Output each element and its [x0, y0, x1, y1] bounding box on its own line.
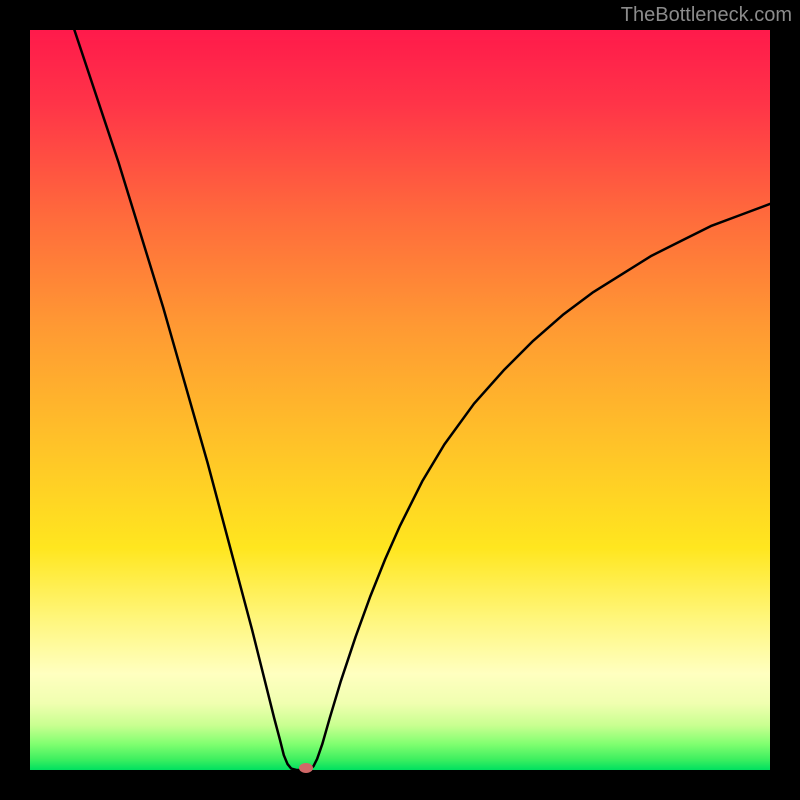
optimal-point-marker — [299, 763, 313, 773]
bottleneck-curve — [30, 30, 770, 770]
plot-area — [30, 30, 770, 770]
watermark-text: TheBottleneck.com — [621, 4, 792, 27]
